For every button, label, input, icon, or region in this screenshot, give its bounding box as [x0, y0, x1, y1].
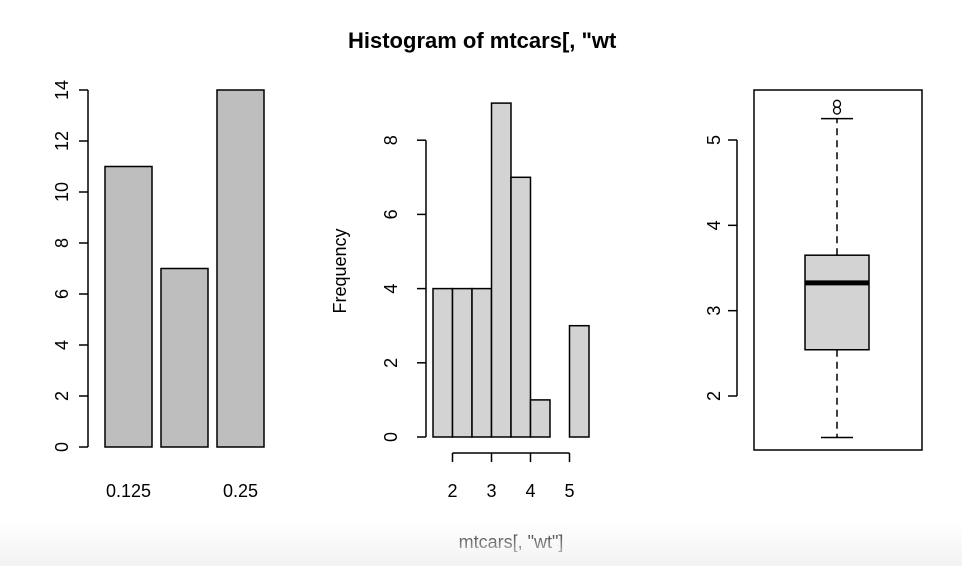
y-tick-label: 4: [381, 284, 401, 294]
y-tick-label: 2: [52, 391, 72, 401]
x-tick-label: 5: [564, 481, 574, 501]
y-tick-label: 0: [381, 432, 401, 442]
hist-bar: [568, 324, 590, 438]
x-tick-label: 4: [525, 481, 535, 501]
barplot-panel: 0 2 4 6 8 10 12 14 0.125 0.25: [52, 80, 265, 501]
y-tick-label: 10: [52, 182, 72, 202]
y-tick-label: 6: [381, 209, 401, 219]
x-tick-label: 2: [447, 481, 457, 501]
hist-bar: [510, 176, 532, 438]
y-tick-label: 14: [52, 80, 72, 100]
plot-frame: [753, 89, 923, 451]
box: [804, 254, 870, 351]
hist-bar: [432, 287, 454, 438]
boxplot-panel: 2 3 4 5: [704, 89, 923, 451]
y-tick-label: 4: [704, 220, 724, 230]
histogram-y-label: Frequency: [330, 228, 350, 313]
y-tick-label: 4: [52, 340, 72, 350]
histogram-panel: mtcars[, "wt"] Frequency 0 2 4 6 8 2 3 4 5: [330, 102, 590, 552]
y-tick-label: 8: [52, 238, 72, 248]
hist-bar: [490, 102, 512, 438]
bar: [104, 165, 153, 448]
x-tick-label: 0.125: [106, 481, 151, 501]
hist-bar: [451, 287, 473, 438]
y-tick-label: 0: [52, 442, 72, 452]
y-tick-label: 2: [704, 391, 724, 401]
y-tick-label: 12: [52, 131, 72, 151]
y-tick-label: 5: [704, 135, 724, 145]
y-tick-label: 6: [52, 289, 72, 299]
bar: [216, 89, 265, 448]
chart-title: Histogram of mtcars[, "wt: [348, 28, 617, 53]
hist-bar: [471, 287, 493, 438]
hist-bar: [529, 399, 551, 438]
outlier-point: [832, 106, 842, 115]
outlier-point: [832, 99, 842, 108]
histogram-x-label: mtcars[, "wt"]: [459, 532, 564, 552]
bar: [160, 267, 209, 448]
y-tick-label: 2: [381, 358, 401, 368]
y-tick-label: 3: [704, 306, 724, 316]
x-tick-label: 0.25: [223, 481, 258, 501]
y-tick-label: 8: [381, 135, 401, 145]
x-tick-label: 3: [486, 481, 496, 501]
